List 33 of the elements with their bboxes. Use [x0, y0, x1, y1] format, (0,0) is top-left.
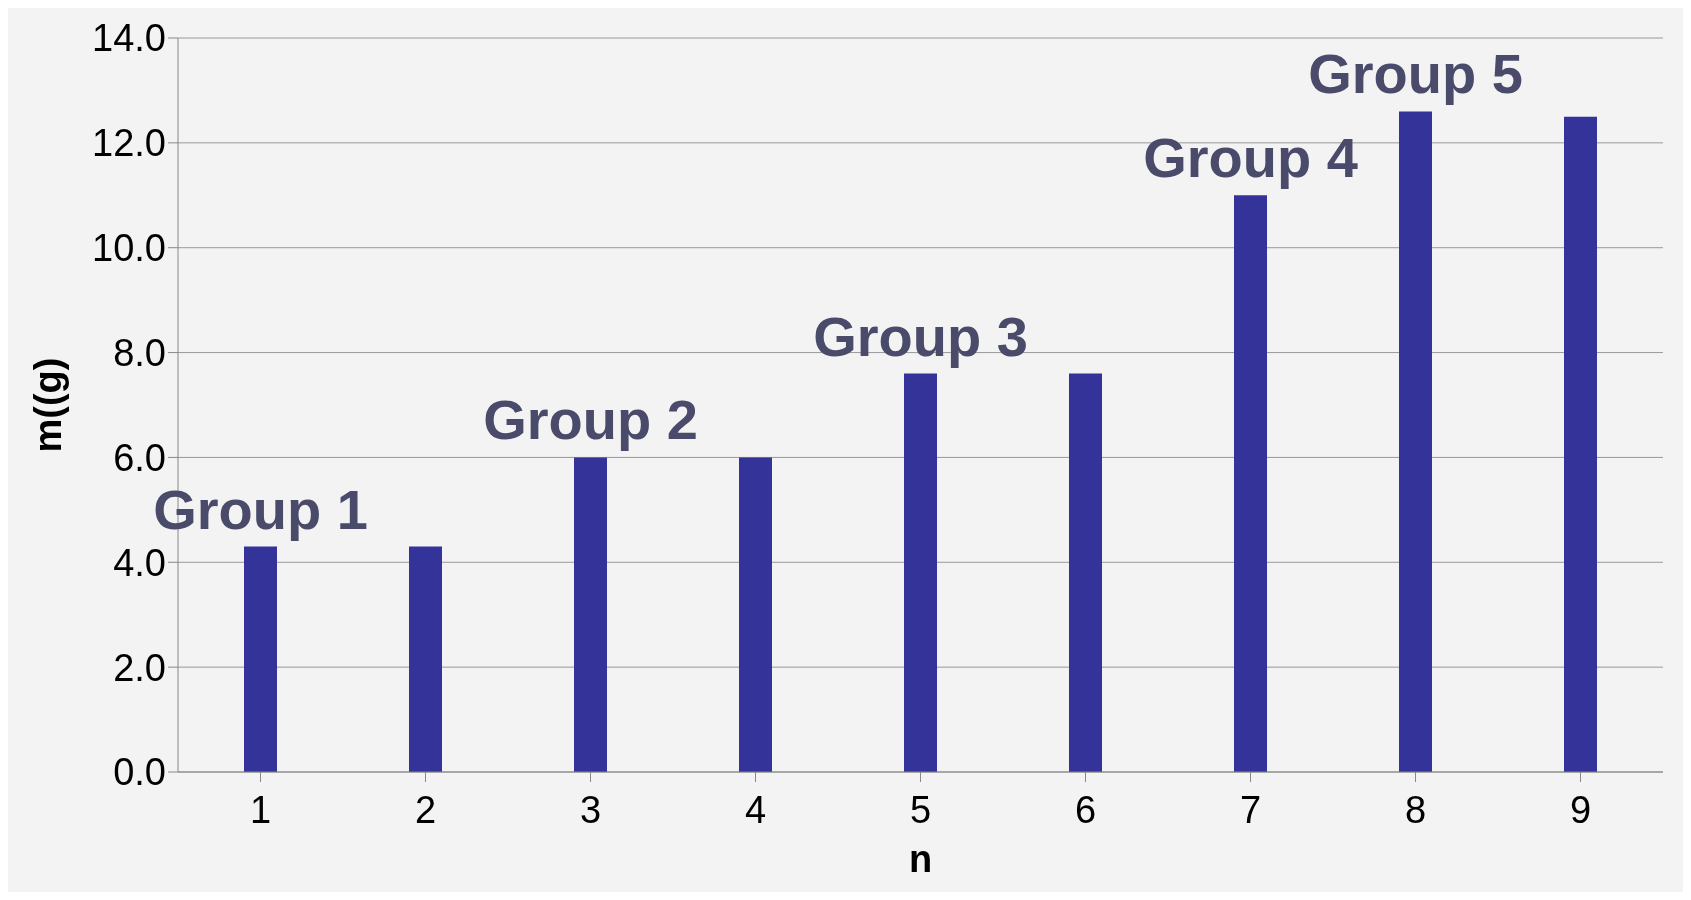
x-tick-label: 1 [249, 788, 272, 831]
x-tick-label: 6 [1074, 788, 1097, 831]
bar [904, 373, 937, 772]
y-tick-label: 4.0 [113, 541, 166, 584]
bar [739, 457, 772, 772]
bar [1564, 116, 1597, 772]
y-tick-label: 6.0 [113, 436, 166, 479]
x-axis-title: n [908, 838, 933, 880]
x-tick-label: 5 [909, 788, 932, 831]
x-tick-label: 7 [1239, 788, 1262, 831]
y-tick-label: 14.0 [92, 17, 166, 60]
bar [1234, 195, 1267, 772]
x-tick-label: 3 [579, 788, 602, 831]
annotation: Group 3 [813, 304, 1028, 368]
y-tick-label: 12.0 [92, 122, 166, 165]
y-tick-label: 8.0 [113, 332, 166, 375]
annotation: Group 5 [1308, 42, 1523, 106]
y-tick-label: 0.0 [113, 751, 166, 794]
annotation: Group 1 [153, 477, 368, 541]
annotation: Group 4 [1143, 126, 1358, 190]
y-axis-title: m((g) [27, 357, 70, 453]
annotation: Group 2 [483, 388, 698, 452]
bar [1399, 111, 1432, 772]
x-tick-label: 9 [1569, 788, 1592, 831]
y-tick-label: 10.0 [92, 227, 166, 270]
x-tick-label: 8 [1404, 788, 1427, 831]
bar [1069, 373, 1102, 772]
bar [409, 546, 442, 772]
x-tick-label: 4 [744, 788, 767, 831]
y-tick-label: 2.0 [113, 646, 166, 689]
bar [574, 457, 607, 772]
x-tick-label: 2 [414, 788, 437, 831]
bar [244, 546, 277, 772]
